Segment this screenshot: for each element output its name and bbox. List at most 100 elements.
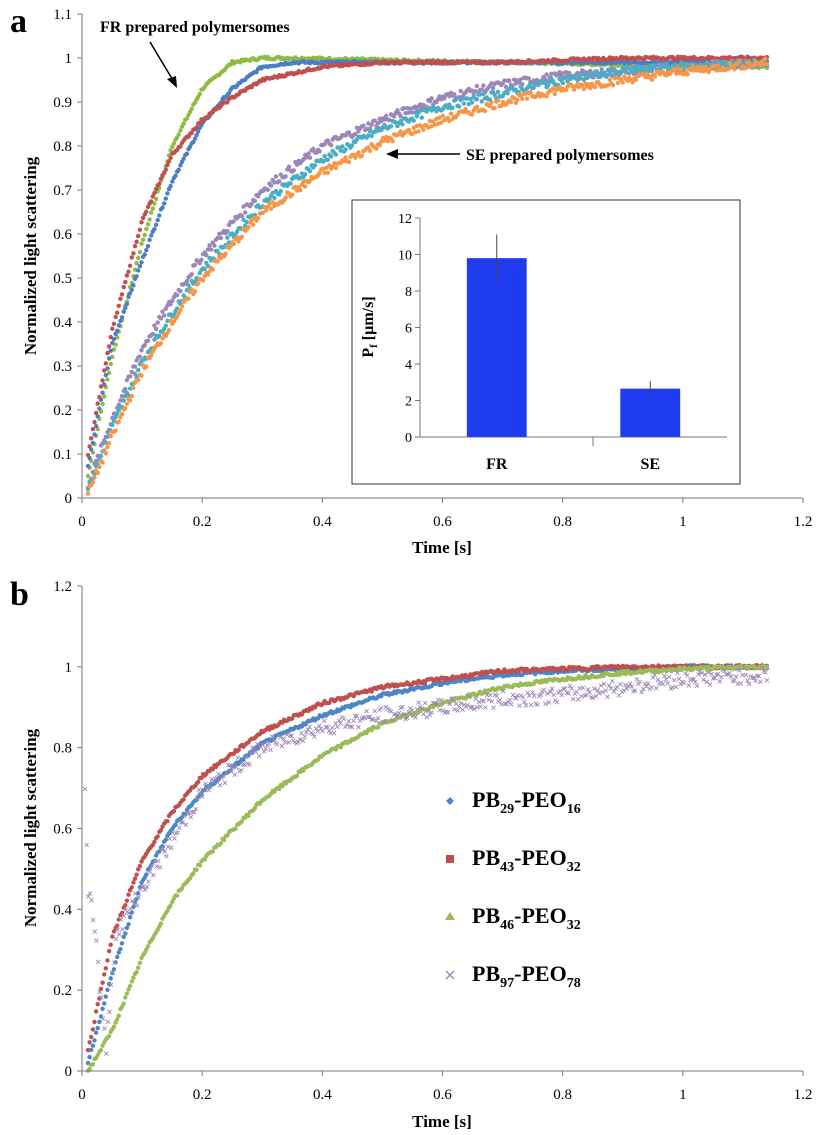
panel-a-y-tick-label: 0.6 — [53, 227, 72, 243]
data-point — [139, 373, 144, 378]
data-point — [121, 284, 126, 290]
data-point — [147, 217, 152, 222]
data-point — [127, 263, 133, 268]
data-point — [151, 872, 156, 878]
data-point — [197, 91, 202, 97]
data-point — [346, 718, 351, 724]
data-point — [126, 892, 131, 897]
data-point — [191, 139, 196, 145]
data-point — [87, 1066, 92, 1072]
data-point — [158, 341, 164, 346]
data-point — [359, 153, 365, 158]
data-point — [124, 925, 130, 931]
data-point — [440, 113, 446, 119]
data-point — [97, 1019, 102, 1025]
data-point — [116, 950, 122, 955]
data-point — [174, 893, 180, 898]
data-point — [366, 133, 371, 138]
data-point — [100, 401, 105, 407]
data-point — [701, 677, 706, 683]
data-point — [528, 81, 533, 86]
data-point — [149, 233, 154, 238]
legend-label: PB43-PEO32 — [472, 845, 581, 875]
panel-a-x-tick-label: 1 — [679, 514, 687, 530]
data-point — [170, 298, 175, 303]
data-point — [189, 287, 194, 292]
legend-marker-triangle — [445, 912, 455, 920]
data-point — [168, 845, 174, 851]
data-point — [405, 106, 410, 111]
data-point — [94, 938, 99, 943]
data-point — [266, 741, 272, 746]
data-point — [120, 927, 125, 932]
data-point — [641, 71, 646, 77]
data-point — [121, 1001, 126, 1006]
data-point — [139, 348, 144, 353]
data-point — [146, 879, 151, 884]
data-point — [234, 229, 240, 234]
data-point — [541, 687, 547, 693]
data-point — [460, 96, 465, 101]
data-point — [366, 121, 371, 126]
data-point — [684, 673, 690, 678]
legend-label-part: PB — [472, 903, 500, 928]
data-point — [431, 119, 436, 124]
data-point — [605, 694, 610, 700]
data-point — [236, 747, 241, 753]
data-point — [85, 1060, 91, 1066]
panel-a-y-tick-label: 0.2 — [53, 403, 72, 419]
panel-a-x-tick-label: 1.2 — [794, 514, 813, 530]
data-point — [175, 830, 181, 835]
data-point — [448, 111, 454, 116]
data-point — [226, 90, 232, 96]
data-point — [649, 685, 654, 690]
data-point — [699, 65, 705, 70]
data-point — [678, 67, 684, 72]
legend-label-part: 32 — [567, 860, 581, 875]
data-point — [225, 833, 230, 838]
data-point — [116, 303, 122, 308]
data-point — [123, 903, 128, 908]
data-point — [716, 63, 721, 68]
data-point — [85, 1047, 91, 1053]
data-point — [124, 377, 130, 383]
data-point — [375, 120, 381, 126]
data-point — [325, 157, 330, 162]
data-point — [127, 386, 133, 391]
panel-a-data-marks — [85, 54, 770, 496]
annotation-fr-arrowhead — [167, 76, 177, 88]
data-point — [452, 707, 457, 712]
data-point — [573, 72, 578, 78]
data-point — [662, 673, 667, 679]
legend-label-part: PB — [472, 961, 500, 986]
data-point — [155, 320, 160, 325]
data-point — [223, 251, 228, 256]
data-point — [87, 1040, 92, 1045]
data-point — [307, 178, 313, 183]
data-point — [330, 725, 335, 731]
data-point — [168, 903, 173, 908]
data-point — [82, 786, 88, 792]
data-point — [157, 333, 162, 339]
data-point — [147, 237, 152, 243]
data-point — [105, 445, 110, 450]
annotation-fr-arrow — [149, 41, 175, 83]
data-point — [283, 195, 288, 200]
data-point — [274, 741, 280, 747]
data-point — [165, 318, 170, 323]
data-point — [312, 163, 318, 168]
legend-label: PB46-PEO32 — [472, 903, 581, 933]
data-point — [392, 114, 397, 119]
data-point — [121, 398, 126, 403]
data-point — [197, 120, 202, 126]
data-point — [268, 747, 273, 753]
data-point — [113, 415, 118, 420]
data-point — [414, 114, 420, 119]
data-point — [164, 853, 169, 859]
data-point — [144, 364, 149, 369]
data-point — [672, 63, 677, 69]
data-point — [333, 152, 339, 157]
panel-a-y-tick-label: 0.4 — [53, 315, 72, 331]
data-point — [95, 414, 100, 419]
data-point — [115, 923, 120, 928]
